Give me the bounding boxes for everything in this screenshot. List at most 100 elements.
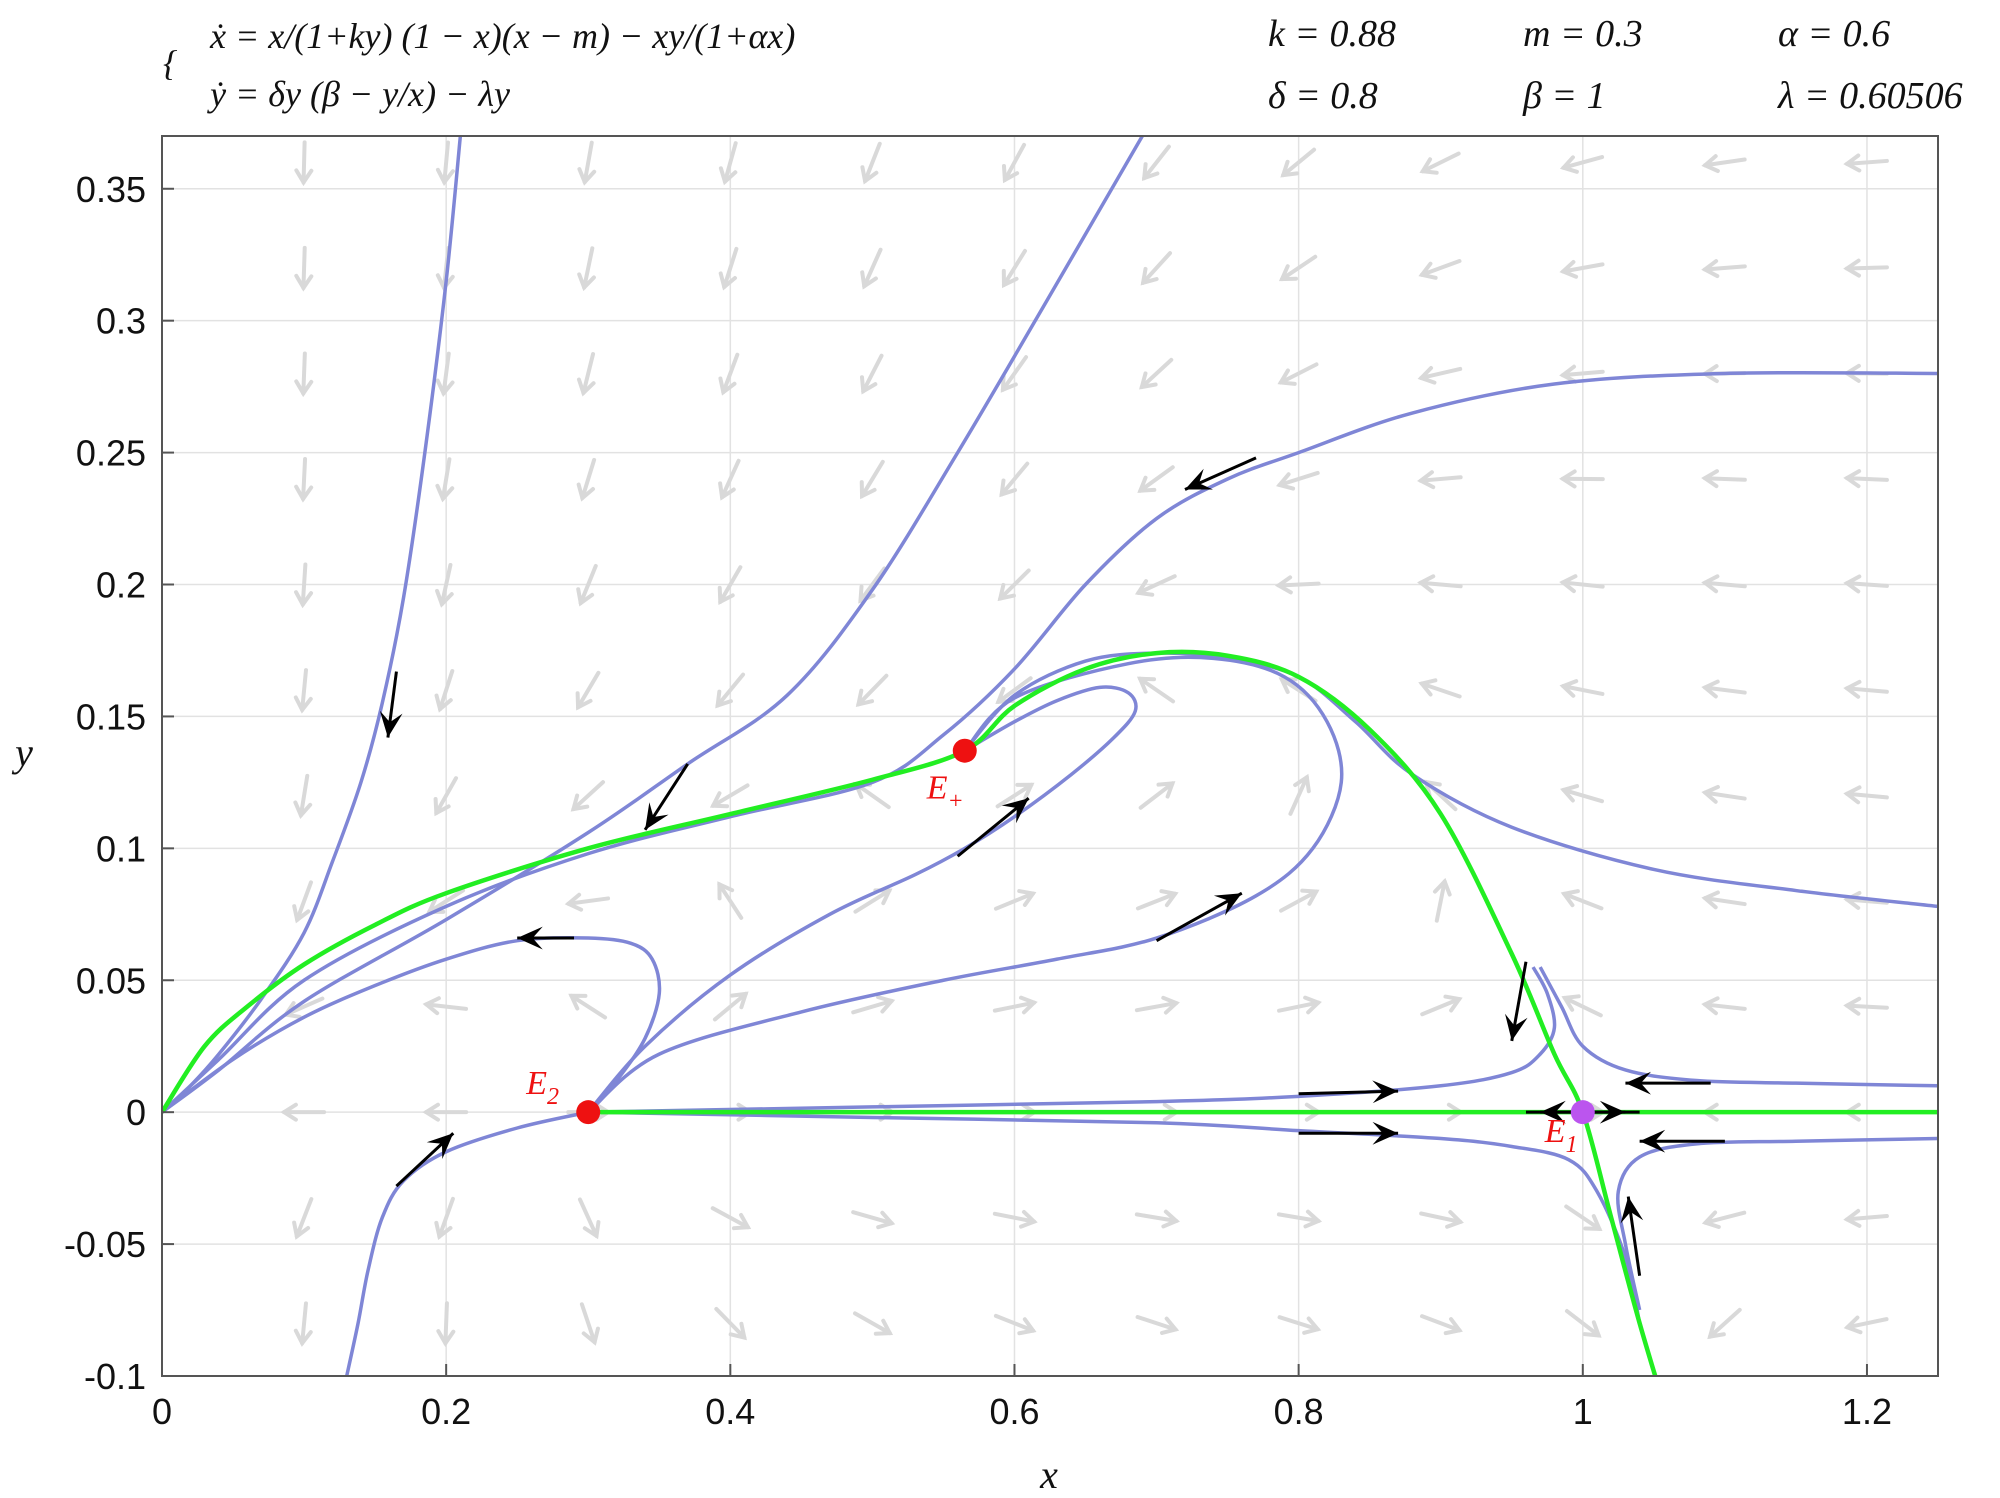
- field-arrow: [1141, 783, 1173, 807]
- field-arrow: [858, 676, 886, 705]
- separatrices: [162, 652, 1938, 1418]
- equilibrium-point-Eplus: [953, 739, 977, 763]
- traj-lower-axis: [588, 1112, 1639, 1323]
- x-axis-label: x: [1039, 1452, 1058, 1493]
- traj-outer-spiral: [588, 657, 1341, 1112]
- field-arrow: [720, 355, 737, 392]
- direction-arrow: [1299, 1122, 1398, 1145]
- traj-loop-left: [162, 938, 660, 1112]
- field-arrow: [1138, 576, 1174, 595]
- field-arrow: [720, 461, 738, 497]
- direction-arrow: [958, 798, 1029, 856]
- x-tick-label: 0: [152, 1391, 172, 1432]
- x-tick-label: 0.6: [989, 1391, 1039, 1432]
- field-arrow: [294, 882, 311, 920]
- field-arrow: [295, 776, 310, 815]
- y-tick-label: 0.05: [76, 960, 146, 1001]
- field-arrow: [1142, 360, 1171, 387]
- plot-border: [162, 136, 1938, 1376]
- field-arrow: [855, 1313, 890, 1333]
- field-arrow: [1143, 253, 1170, 283]
- field-arrow: [1705, 576, 1745, 591]
- field-arrow: [862, 356, 882, 392]
- field-arrow: [1705, 998, 1745, 1013]
- direction-arrow: [1299, 1080, 1398, 1103]
- y-tick-label: 0.25: [76, 433, 146, 474]
- direction-arrow-head: [645, 802, 668, 830]
- y-tick-label: 0.15: [76, 696, 146, 737]
- field-arrow-shaft: [303, 459, 305, 499]
- direction-arrow: [645, 764, 688, 830]
- field-arrow: [1435, 881, 1450, 920]
- field-arrow: [578, 673, 599, 707]
- field-arrow: [1138, 1317, 1176, 1333]
- y-tick-label: 0: [126, 1092, 146, 1133]
- field-arrow: [436, 1199, 453, 1237]
- y-tick-label: -0.1: [84, 1356, 146, 1397]
- y-tick-label: -0.05: [64, 1224, 146, 1265]
- field-arrow: [1140, 679, 1173, 702]
- field-arrow: [579, 460, 594, 498]
- x-tick-label: 1.2: [1842, 1391, 1892, 1432]
- system-equations: { ẋ = x/(1+ky) (1 − x)(x − m) − xy/(1+αx…: [163, 16, 795, 114]
- y-tick-label: 0.2: [96, 565, 146, 606]
- field-arrow: [1706, 1212, 1745, 1227]
- equation-x-dot: ẋ = x/(1+ky) (1 − x)(x − m) − xy/(1+αx): [209, 16, 795, 56]
- field-arrow: [1705, 787, 1745, 802]
- x-tick-label: 0.8: [1274, 1391, 1324, 1432]
- field-arrow: [1144, 147, 1169, 178]
- field-arrow: [1421, 1212, 1460, 1227]
- equilibrium-label-Eplus: E+: [926, 770, 964, 815]
- traj-right-lower: [1618, 1139, 1938, 1310]
- direction-arrow: [517, 927, 574, 950]
- param-m: m = 0.3: [1523, 13, 1643, 55]
- field-arrow: [568, 895, 608, 910]
- field-arrow: [862, 144, 879, 181]
- direction-arrow: [396, 1133, 453, 1186]
- field-arrow: [296, 353, 311, 393]
- field-arrow: [579, 248, 594, 287]
- equilibrium-label-E2: E2: [525, 1065, 559, 1110]
- field-arrow: [1705, 261, 1745, 276]
- field-arrow: [1138, 891, 1175, 908]
- field-arrow: [580, 1199, 598, 1235]
- field-arrow: [1137, 998, 1176, 1013]
- field-arrow: [1421, 368, 1460, 383]
- direction-arrow: [1505, 962, 1527, 1041]
- param-delta: δ = 0.8: [1268, 75, 1378, 117]
- field-arrow: [1421, 472, 1461, 487]
- field-arrow: [296, 248, 311, 288]
- plot-frame: [162, 136, 1938, 1376]
- field-arrow: [1710, 1310, 1740, 1337]
- field-arrow: [1705, 892, 1745, 907]
- field-arrow: [853, 1212, 891, 1227]
- param-alpha: α = 0.6: [1778, 13, 1890, 55]
- param-k: k = 0.88: [1268, 13, 1396, 55]
- grid-lines: [162, 136, 1938, 1376]
- field-arrow: [1705, 156, 1745, 171]
- field-arrow-shaft: [1279, 584, 1319, 586]
- field-arrow: [437, 671, 453, 709]
- field-arrow: [296, 142, 311, 182]
- field-arrow: [1421, 576, 1461, 591]
- field-arrow: [582, 1304, 598, 1342]
- field-arrow: [579, 354, 594, 393]
- param-lambda: λ = 0.60506: [1777, 75, 1963, 117]
- field-arrow: [296, 1303, 311, 1343]
- x-tick-label: 0.2: [421, 1391, 471, 1432]
- field-arrow: [1422, 680, 1460, 696]
- direction-arrow: [1625, 1072, 1710, 1095]
- field-arrow: [294, 1199, 311, 1236]
- field-arrow: [1140, 467, 1172, 490]
- field-arrow: [438, 354, 453, 394]
- field-arrow: [1705, 682, 1745, 697]
- traj-right-high: [965, 653, 1938, 906]
- field-arrow: [1422, 997, 1459, 1015]
- y-axis-label: y: [11, 730, 33, 775]
- field-arrow: [862, 250, 880, 287]
- field-arrow: [571, 996, 605, 1018]
- y-tick-label: 0.3: [96, 301, 146, 342]
